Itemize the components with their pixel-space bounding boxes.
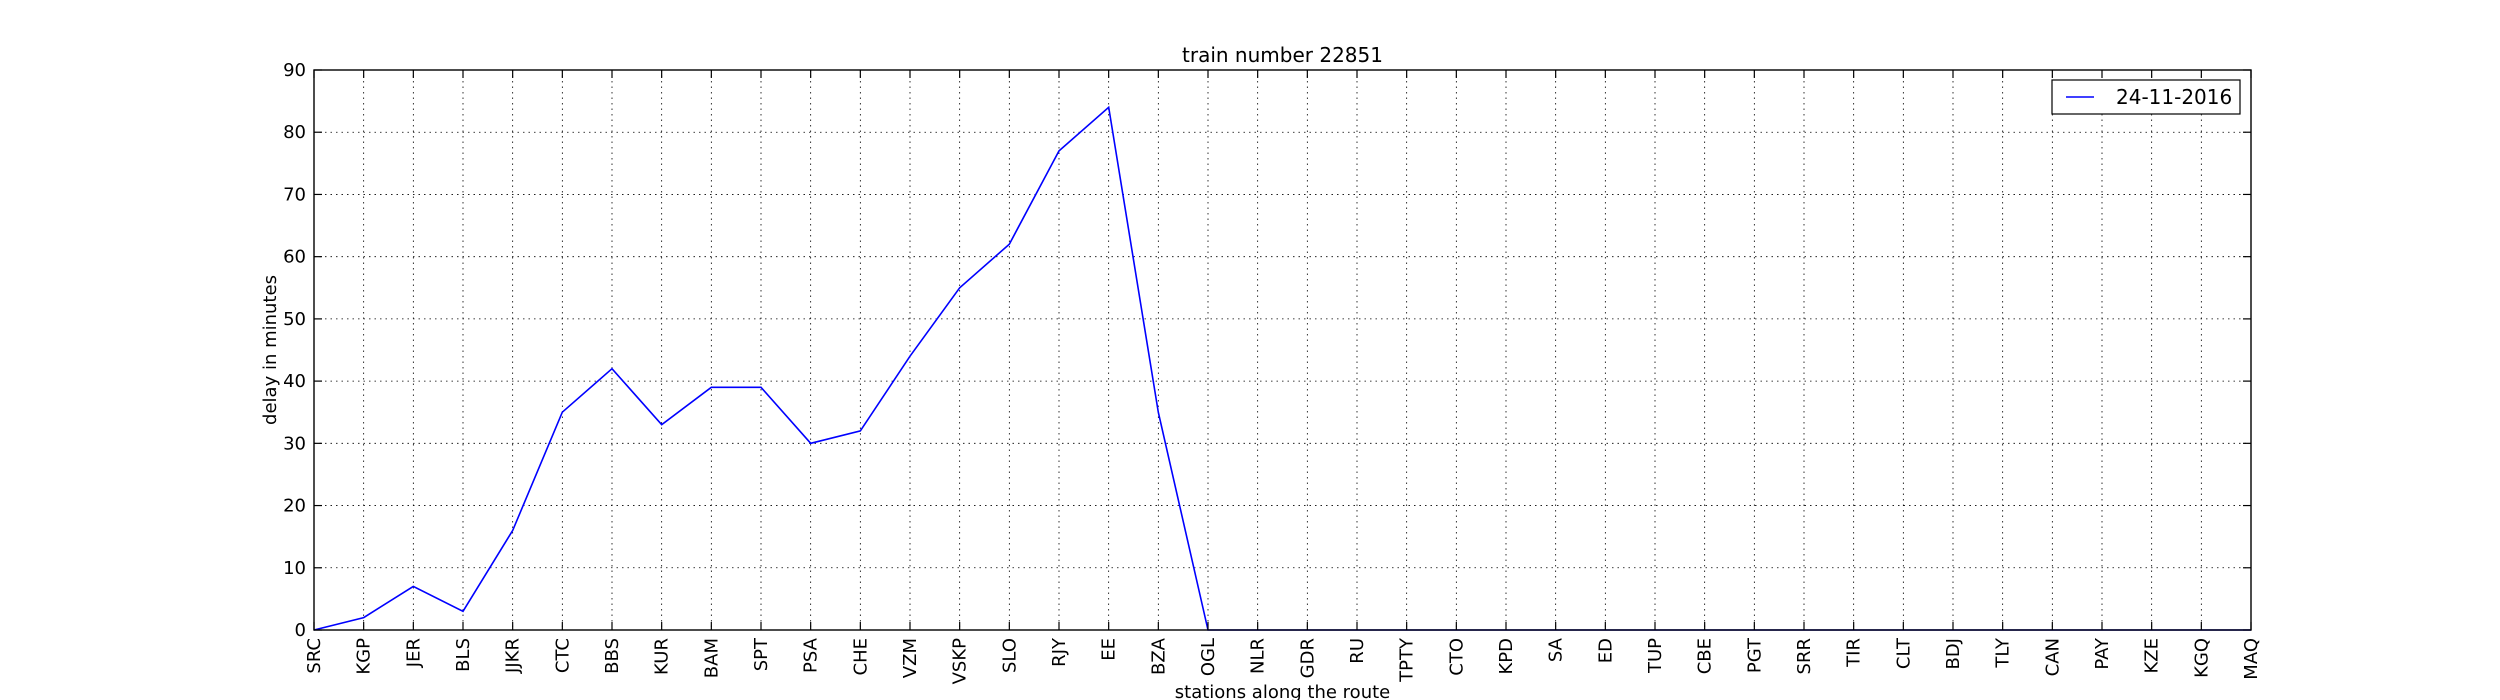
y-tick-label: 40 [283, 371, 306, 392]
x-tick-label: MAQ [2241, 638, 2262, 680]
x-tick-label: PSA [801, 637, 822, 673]
grid-lines [314, 70, 2251, 630]
x-tick-label: TLY [1993, 637, 2014, 669]
x-tick-label: TUP [1645, 638, 1666, 674]
plot-frame [313, 69, 2252, 631]
x-tick-label: TIR [1844, 638, 1865, 668]
x-axis-label: stations along the route [1175, 682, 1390, 700]
y-tick-label: 90 [283, 60, 306, 81]
y-tick-label: 50 [283, 309, 306, 330]
x-tick-label: RU [1347, 638, 1368, 664]
x-tick-label: SPT [751, 637, 772, 671]
x-tick-label: VSKP [950, 638, 971, 685]
y-tick-label: 0 [295, 620, 306, 641]
x-tick-label: SA [1546, 637, 1567, 662]
x-tick-label: CBE [1695, 638, 1716, 674]
y-tick-label: 10 [283, 558, 306, 579]
legend-label: 24-11-2016 [2116, 85, 2232, 109]
x-tick-label: BAM [701, 638, 722, 678]
x-tick-label: PAY [2092, 637, 2113, 670]
x-tick-label: BZA [1148, 637, 1169, 675]
y-tick-label: 60 [283, 247, 306, 268]
x-tick-label: JJKR [503, 638, 524, 674]
y-tick-label: 70 [283, 184, 306, 205]
x-tick-label: CTO [1446, 638, 1467, 676]
x-tick-label: CLT [1893, 637, 1914, 669]
legend: 24-11-2016 [2051, 79, 2241, 115]
x-tick-label: SRC [304, 638, 325, 674]
x-tick-label: KGP [354, 638, 375, 675]
x-tick-label: PGT [1744, 637, 1765, 673]
x-tick-label: SLO [999, 638, 1020, 673]
x-tick-label: GDR [1297, 638, 1318, 678]
series-line [313, 105, 2251, 631]
x-tick-label: EE [1099, 638, 1120, 661]
x-tick-label: CHE [850, 638, 871, 675]
x-tick-label: ED [1595, 638, 1616, 663]
chart-title: train number 22851 [1182, 43, 1383, 67]
x-tick-label: KGQ [2191, 638, 2212, 678]
x-ticks: SRC KGP JER BLS JJKR CTC BBS KUR BAM SPT PSA CHE VZM… [304, 70, 2262, 684]
x-tick-label: TPTY [1397, 637, 1418, 683]
x-tick-label: VZM [900, 638, 921, 678]
y-ticks: 0 10 20 30 40 50 60 70 80 90 [283, 60, 2251, 641]
x-tick-label: BDJ [1943, 638, 1964, 670]
x-tick-label: KZE [2142, 638, 2163, 674]
x-tick-label: BBS [602, 638, 623, 674]
x-tick-label: CAN [2042, 638, 2063, 676]
x-tick-label: CTC [552, 638, 573, 673]
y-tick-label: 20 [283, 496, 306, 517]
x-tick-label: BLS [453, 638, 474, 672]
x-tick-label: SRR [1794, 638, 1815, 674]
y-tick-label: 80 [283, 122, 306, 143]
x-tick-label: JER [403, 638, 424, 668]
x-tick-label: OGL [1198, 638, 1219, 676]
x-tick-label: NLR [1248, 638, 1269, 674]
y-tick-label: 30 [283, 433, 306, 454]
series-layer [313, 105, 2251, 631]
x-tick-label: RJY [1049, 637, 1070, 667]
y-axis-label: delay in minutes [260, 275, 281, 425]
x-tick-label: KPD [1496, 638, 1517, 675]
x-tick-label: KUR [652, 638, 673, 675]
